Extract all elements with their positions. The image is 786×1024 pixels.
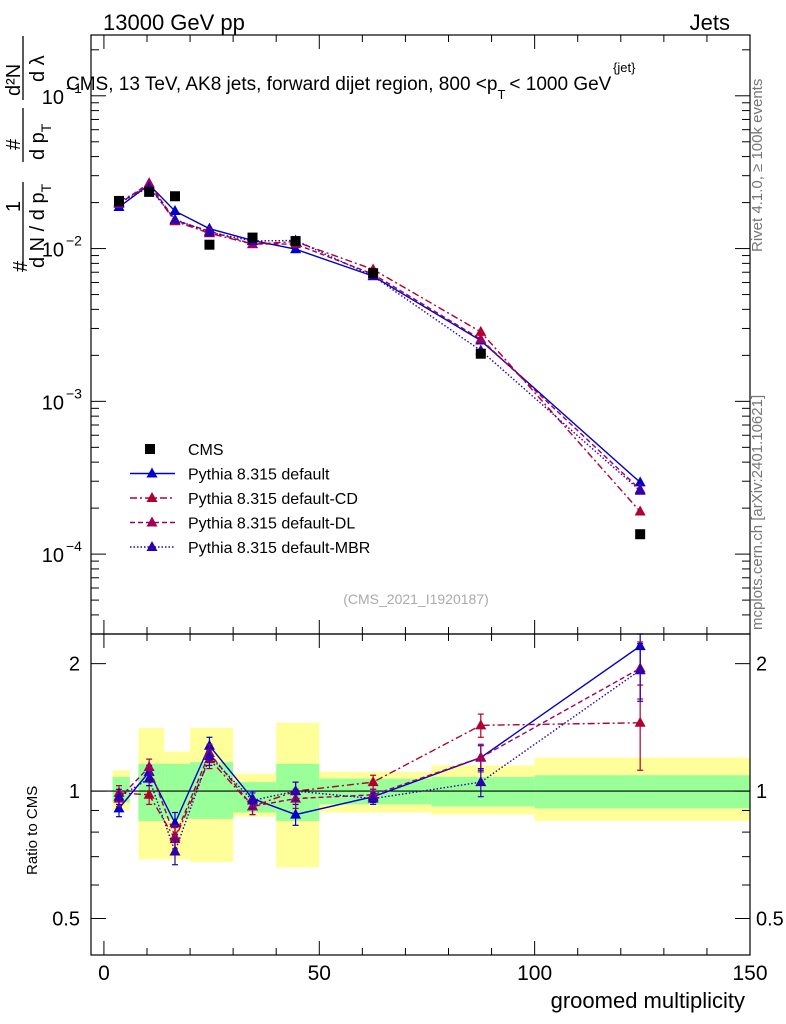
series-point-main xyxy=(634,484,646,495)
analysis-id: (CMS_2021_I1920187) xyxy=(343,591,489,607)
series-point-ratio xyxy=(290,785,302,796)
x-tick-label: 0 xyxy=(98,962,110,985)
series-line-ratio xyxy=(118,722,641,841)
series-point-ratio xyxy=(143,788,155,799)
band-inner xyxy=(534,775,750,809)
series-point-main xyxy=(169,205,181,216)
data-point xyxy=(247,232,258,243)
series-point-ratio xyxy=(367,792,379,803)
y-tick-exponent: −4 xyxy=(66,538,82,554)
series-point-ratio xyxy=(634,716,646,727)
series-point-main xyxy=(290,243,302,254)
series-point-main xyxy=(634,505,646,516)
ratio-y-tick-label: 0.5 xyxy=(52,909,80,931)
series-point-ratio xyxy=(203,750,215,761)
svg-text:#: # xyxy=(10,260,32,272)
data-layer xyxy=(113,186,646,540)
svg-text:d λ: d λ xyxy=(27,55,49,82)
series-point-main xyxy=(475,333,487,344)
series-point-ratio xyxy=(475,751,487,762)
svg-text:d N / d pT: d N / d pT xyxy=(27,183,54,268)
series-point-main xyxy=(169,213,181,224)
svg-text:1: 1 xyxy=(3,201,25,212)
series-point-ratio xyxy=(475,719,487,730)
series-point-ratio xyxy=(634,664,646,675)
data-point xyxy=(635,529,646,540)
series-point-ratio xyxy=(169,845,181,856)
energy-label: 13000 GeV pp xyxy=(103,10,245,35)
data-point xyxy=(368,268,379,279)
ratio-y-tick-label: 1 xyxy=(69,781,80,803)
series-point-main xyxy=(634,476,646,487)
y-tick-label: 10 xyxy=(42,392,64,414)
x-tick-label: 150 xyxy=(732,962,767,985)
y-tick-label: 10 xyxy=(42,87,64,109)
y-tick-label: 10 xyxy=(42,545,64,567)
data-point xyxy=(144,186,155,197)
ratio-y-label: Ratio to CMS xyxy=(24,786,41,875)
y-tick-label: 10 xyxy=(42,240,64,262)
series-line-ratio xyxy=(118,667,641,839)
legend-label-dl: Pythia 8.315 default-DL xyxy=(188,516,355,533)
legend-label-data: CMS xyxy=(188,442,224,459)
x-tick-label: 100 xyxy=(517,962,552,985)
legend-marker-cd xyxy=(146,492,158,502)
plot-title: CMS, 13 TeV, AK8 jets, forward dijet reg… xyxy=(66,74,612,102)
series-line-main xyxy=(118,184,641,512)
category-label: Jets xyxy=(690,10,730,35)
rivet-version-label: Rivet 4.1.0, ≥ 100k events xyxy=(749,79,766,252)
svg-text:d²N: d²N xyxy=(3,64,25,96)
svg-text:#: # xyxy=(3,138,25,150)
legend-label-cd: Pythia 8.315 default-CD xyxy=(188,491,358,508)
ratio-y-tick-label: 2 xyxy=(69,654,80,676)
series-point-main xyxy=(475,325,487,336)
legend-marker-data xyxy=(145,444,155,454)
x-axis-label: groomed multiplicity xyxy=(551,988,745,1013)
y-axis-label: # 1 d N / d pT # d pT d²N d λ xyxy=(3,36,54,272)
legend-marker-dl xyxy=(146,516,158,527)
data-point xyxy=(169,191,180,202)
data-point xyxy=(113,195,124,206)
y-tick-exponent: −1 xyxy=(66,80,82,96)
data-point xyxy=(475,348,486,359)
legend-label-default: Pythia 8.315 default xyxy=(188,467,330,484)
data-point xyxy=(290,236,301,247)
data-point xyxy=(204,239,215,250)
series-point-ratio xyxy=(247,794,259,805)
mcplots-label: mcplots.cern.ch [arXiv:2401.10621] xyxy=(749,395,766,630)
ratio-y-tick-label-right: 0.5 xyxy=(756,909,784,931)
x-tick-label: 50 xyxy=(308,962,331,985)
svg-text:d pT: d pT xyxy=(27,123,54,160)
title-superscript: {jet} xyxy=(613,60,636,75)
series-point-ratio xyxy=(113,802,125,813)
ratio-y-tick-label-right: 2 xyxy=(756,654,767,676)
series-point-ratio xyxy=(290,808,302,819)
series-point-ratio xyxy=(169,817,181,828)
legend-label-mbr: Pythia 8.315 default-MBR xyxy=(188,540,370,557)
ratio-frame xyxy=(90,633,751,956)
series-point-main xyxy=(203,226,215,237)
ratio-y-tick-label-right: 1 xyxy=(756,781,767,803)
series-point-ratio xyxy=(475,776,487,787)
series-point-ratio xyxy=(367,776,379,787)
legend: CMS Pythia 8.315 default Pythia 8.315 defa… xyxy=(130,442,370,557)
series-point-ratio xyxy=(169,830,181,841)
series-line-ratio xyxy=(118,669,641,854)
legend-marker-default xyxy=(146,467,158,478)
series-point-ratio xyxy=(113,790,125,801)
y-tick-exponent: −2 xyxy=(66,233,82,249)
legend-marker-mbr xyxy=(146,541,158,551)
y-tick-exponent: −3 xyxy=(66,385,82,401)
series-line-main xyxy=(118,186,641,492)
series-point-ratio xyxy=(143,772,155,783)
series-point-ratio xyxy=(143,760,155,771)
